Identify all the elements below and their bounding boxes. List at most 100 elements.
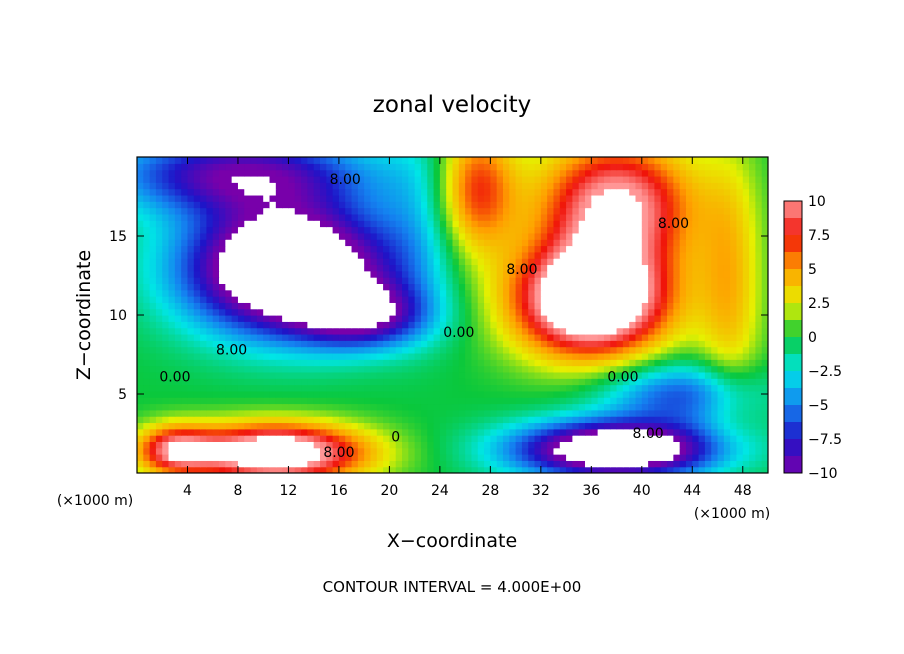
heatmap-cell <box>692 435 700 442</box>
heatmap-cell <box>282 321 290 329</box>
heatmap-cell <box>338 264 346 272</box>
heatmap-cell <box>275 163 283 171</box>
heatmap-cell <box>471 466 479 473</box>
heatmap-cell <box>149 346 157 354</box>
heatmap-cell <box>679 264 687 272</box>
heatmap-cell <box>439 188 447 196</box>
heatmap-cell <box>244 403 252 411</box>
heatmap-cell <box>370 188 378 196</box>
heatmap-cell <box>736 188 744 196</box>
heatmap-cell <box>269 460 277 468</box>
heatmap-cell <box>566 201 573 209</box>
heatmap-cell <box>528 422 536 430</box>
heatmap-cell <box>446 207 454 215</box>
heatmap-cell <box>547 327 555 335</box>
heatmap-cell <box>566 194 573 202</box>
heatmap-cell <box>275 422 283 430</box>
heatmap-cell <box>578 163 586 171</box>
heatmap-cell <box>610 277 618 284</box>
heatmap-cell <box>629 384 637 392</box>
heatmap-cell <box>332 441 340 449</box>
heatmap-cell <box>629 422 637 430</box>
heatmap-cell <box>364 213 372 221</box>
heatmap-cell <box>414 340 422 348</box>
heatmap-cell <box>660 289 668 297</box>
heatmap-cell <box>137 251 144 259</box>
heatmap-cell <box>534 175 542 183</box>
heatmap-cell <box>654 378 662 386</box>
heatmap-cell <box>704 409 712 417</box>
heatmap-cell <box>137 182 144 190</box>
heatmap-cell <box>427 435 435 442</box>
heatmap-cell <box>723 422 731 430</box>
heatmap-cell <box>212 371 220 379</box>
heatmap-cell <box>137 245 144 253</box>
heatmap-cell <box>673 308 681 316</box>
heatmap-cell <box>219 264 226 272</box>
heatmap-cell <box>357 194 365 202</box>
heatmap-cell <box>502 163 510 171</box>
heatmap-cell <box>143 435 151 442</box>
heatmap-cell <box>667 371 674 379</box>
heatmap-cell <box>484 175 491 183</box>
heatmap-cell <box>761 201 768 209</box>
heatmap-cell <box>755 270 763 278</box>
heatmap-cell <box>395 384 403 392</box>
heatmap-cell <box>282 277 290 284</box>
heatmap-cell <box>761 327 768 335</box>
heatmap-cell <box>345 466 353 473</box>
heatmap-cell <box>585 359 592 367</box>
heatmap-cell <box>332 232 340 240</box>
heatmap-cell <box>370 169 378 177</box>
heatmap-cell <box>376 321 384 329</box>
heatmap-cell <box>616 333 624 341</box>
heatmap-cell <box>155 251 163 259</box>
heatmap-cell <box>742 201 750 209</box>
heatmap-cell <box>319 207 327 215</box>
heatmap-cell <box>742 163 750 171</box>
heatmap-cell <box>616 384 624 392</box>
heatmap-cell <box>622 447 630 455</box>
heatmap-cell <box>446 302 454 310</box>
heatmap-cell <box>736 327 744 335</box>
heatmap-cell <box>288 251 296 259</box>
heatmap-cell <box>427 403 435 411</box>
heatmap-cell <box>326 422 334 430</box>
heatmap-cell <box>610 403 618 411</box>
heatmap-cell <box>540 371 548 379</box>
heatmap-cell <box>559 296 567 303</box>
heatmap-cell <box>578 188 586 196</box>
heatmap-cell <box>591 232 599 240</box>
heatmap-cell <box>219 315 226 322</box>
heatmap-cell <box>345 397 353 405</box>
heatmap-cell <box>673 239 681 247</box>
heatmap-cell <box>288 245 296 253</box>
heatmap-cell <box>717 315 725 322</box>
heatmap-cell <box>667 315 674 322</box>
heatmap-cell <box>616 302 624 310</box>
heatmap-cell <box>370 302 378 310</box>
heatmap-cell <box>502 416 510 424</box>
heatmap-cell <box>288 409 296 417</box>
heatmap-cell <box>736 308 744 316</box>
heatmap-cell <box>534 352 542 360</box>
heatmap-cell <box>502 428 510 436</box>
heatmap-cell <box>408 213 416 221</box>
heatmap-cell <box>635 416 643 424</box>
heatmap-cell <box>439 232 447 240</box>
heatmap-cell <box>446 327 454 335</box>
heatmap-cell <box>181 428 189 436</box>
heatmap-cell <box>162 296 170 303</box>
heatmap-cell <box>711 403 719 411</box>
heatmap-cell <box>402 346 409 354</box>
heatmap-cell <box>408 340 416 348</box>
heatmap-cell <box>200 289 208 297</box>
heatmap-cell <box>553 416 561 424</box>
heatmap-cell <box>351 346 359 354</box>
heatmap-cell <box>231 201 239 209</box>
heatmap-cell <box>458 289 466 297</box>
heatmap-cell <box>736 201 744 209</box>
heatmap-cell <box>540 182 548 190</box>
heatmap-cell <box>376 327 384 335</box>
heatmap-cell <box>685 283 693 291</box>
